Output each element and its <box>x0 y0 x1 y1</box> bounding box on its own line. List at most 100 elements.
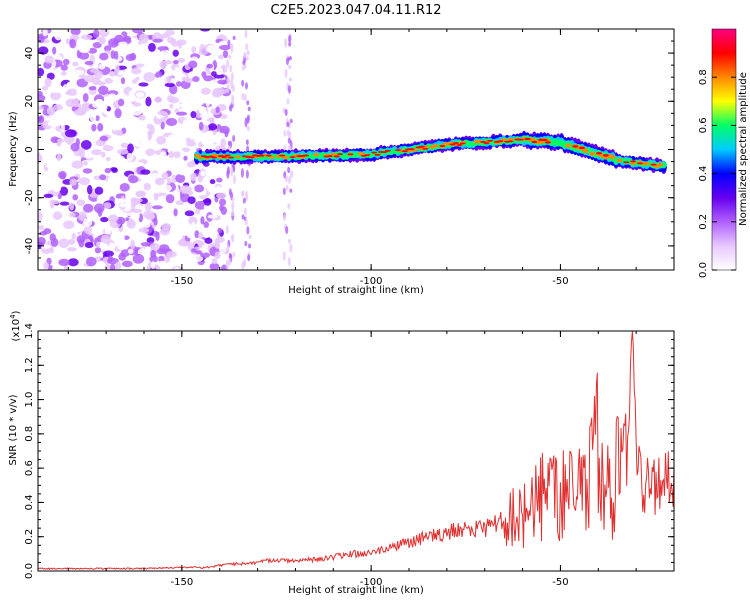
streak-cell <box>289 118 293 124</box>
noise-cell <box>176 81 182 87</box>
noise-cell <box>174 108 180 114</box>
noise-cell <box>71 233 77 240</box>
streak-cell <box>285 226 289 235</box>
streak-cell <box>246 49 250 56</box>
noise-cell <box>120 142 129 149</box>
noise-cell <box>188 216 198 226</box>
noise-cell <box>113 129 123 136</box>
streak-cell <box>228 104 232 112</box>
y-tick-label: 40 <box>24 47 35 60</box>
noise-cell <box>164 82 175 88</box>
y-tick-label: -40 <box>24 238 35 254</box>
ridge-cell <box>211 156 218 159</box>
ridge-cell <box>439 145 446 147</box>
noise-cell <box>103 250 114 257</box>
chart-title: C2E5.2023.047.04.11.R12 <box>270 3 441 18</box>
noise-cell <box>127 248 134 254</box>
snr-ticks: -150 -100 -50 0.0 0.2 0.4 0.6 0.8 1.0 1.2 1.4 <box>24 323 675 588</box>
noise-cell <box>215 185 222 194</box>
streak-cell <box>284 37 288 48</box>
noise-cell <box>84 60 94 66</box>
noise-cell <box>217 227 223 234</box>
streak-cell <box>240 167 244 178</box>
noise-cell <box>121 260 133 268</box>
noise-cell <box>42 29 48 37</box>
noise-cell <box>211 258 218 265</box>
noise-cell <box>169 103 174 109</box>
noise-cell <box>143 72 155 82</box>
noise-cell <box>209 117 215 126</box>
noise-cell <box>87 250 95 257</box>
noise-cell <box>69 38 76 49</box>
noise-cell <box>209 262 220 270</box>
streak-cell <box>241 93 245 101</box>
noise-cell <box>135 191 145 198</box>
ridge-cell <box>497 140 504 143</box>
noise-cell <box>211 71 217 77</box>
ridge-cell <box>422 147 429 150</box>
noise-cell <box>63 220 75 230</box>
ridge-cell <box>579 146 586 150</box>
streak-cell <box>285 185 289 191</box>
streak-cell <box>244 218 248 226</box>
ridge-cell <box>609 154 616 160</box>
noise-cell <box>77 211 87 221</box>
noise-cell <box>166 251 178 258</box>
noise-cell <box>73 97 80 108</box>
noise-cell <box>60 70 67 76</box>
noise-cell <box>50 87 61 94</box>
noise-cell <box>94 247 102 254</box>
noise-cell <box>94 70 104 80</box>
noise-cell <box>52 184 62 193</box>
noise-cell <box>70 29 81 36</box>
noise-cell <box>183 131 190 138</box>
noise-cell <box>69 178 77 186</box>
noise-cell <box>83 225 93 235</box>
noise-cell <box>58 238 70 249</box>
streak-cell <box>287 203 291 210</box>
noise-cell <box>161 222 172 230</box>
streak-cell <box>282 214 286 222</box>
streak-cell <box>227 39 231 48</box>
noise-cell <box>86 184 93 195</box>
noise-cell <box>173 103 184 108</box>
ridge-cell <box>524 137 531 141</box>
y-tick-label: 0.8 <box>24 426 35 442</box>
noise-cell <box>183 103 192 109</box>
noise-cell <box>154 177 165 186</box>
streak-cell <box>226 77 230 84</box>
colorbar-tick-label: 0.8 <box>698 69 709 85</box>
streak-cell <box>232 251 236 258</box>
noise-cell <box>56 138 64 144</box>
noise-cell <box>125 45 131 51</box>
noise-cell <box>72 225 81 231</box>
noise-cell <box>158 244 170 253</box>
noise-cell <box>178 170 188 176</box>
noise-cell <box>114 108 122 119</box>
streak-cell <box>246 100 250 106</box>
noise-cell <box>186 140 197 147</box>
streak-cell <box>230 166 234 177</box>
snr-frame <box>37 330 675 572</box>
noise-cell <box>43 262 49 270</box>
ridge-cell <box>517 138 524 141</box>
streak-cell <box>243 94 247 102</box>
ridge-cell <box>268 155 275 159</box>
noise-cell <box>94 186 104 195</box>
streak-cell <box>284 68 288 79</box>
ridge-cell <box>572 145 579 148</box>
noise-cell <box>132 231 144 240</box>
noise-cell <box>180 212 186 219</box>
noise-cell <box>178 42 183 49</box>
streak-cell <box>228 188 232 197</box>
ridge-cell <box>589 151 596 156</box>
streak-cell <box>288 145 292 152</box>
streak-cell <box>241 64 245 71</box>
noise-cell <box>57 220 64 229</box>
noise-cell <box>62 84 69 93</box>
noise-cell <box>219 125 230 135</box>
noise-cell <box>159 60 168 69</box>
streak-cell <box>244 29 248 39</box>
y-tick-label: 0.0 <box>24 563 35 579</box>
noise-cell <box>119 175 126 181</box>
